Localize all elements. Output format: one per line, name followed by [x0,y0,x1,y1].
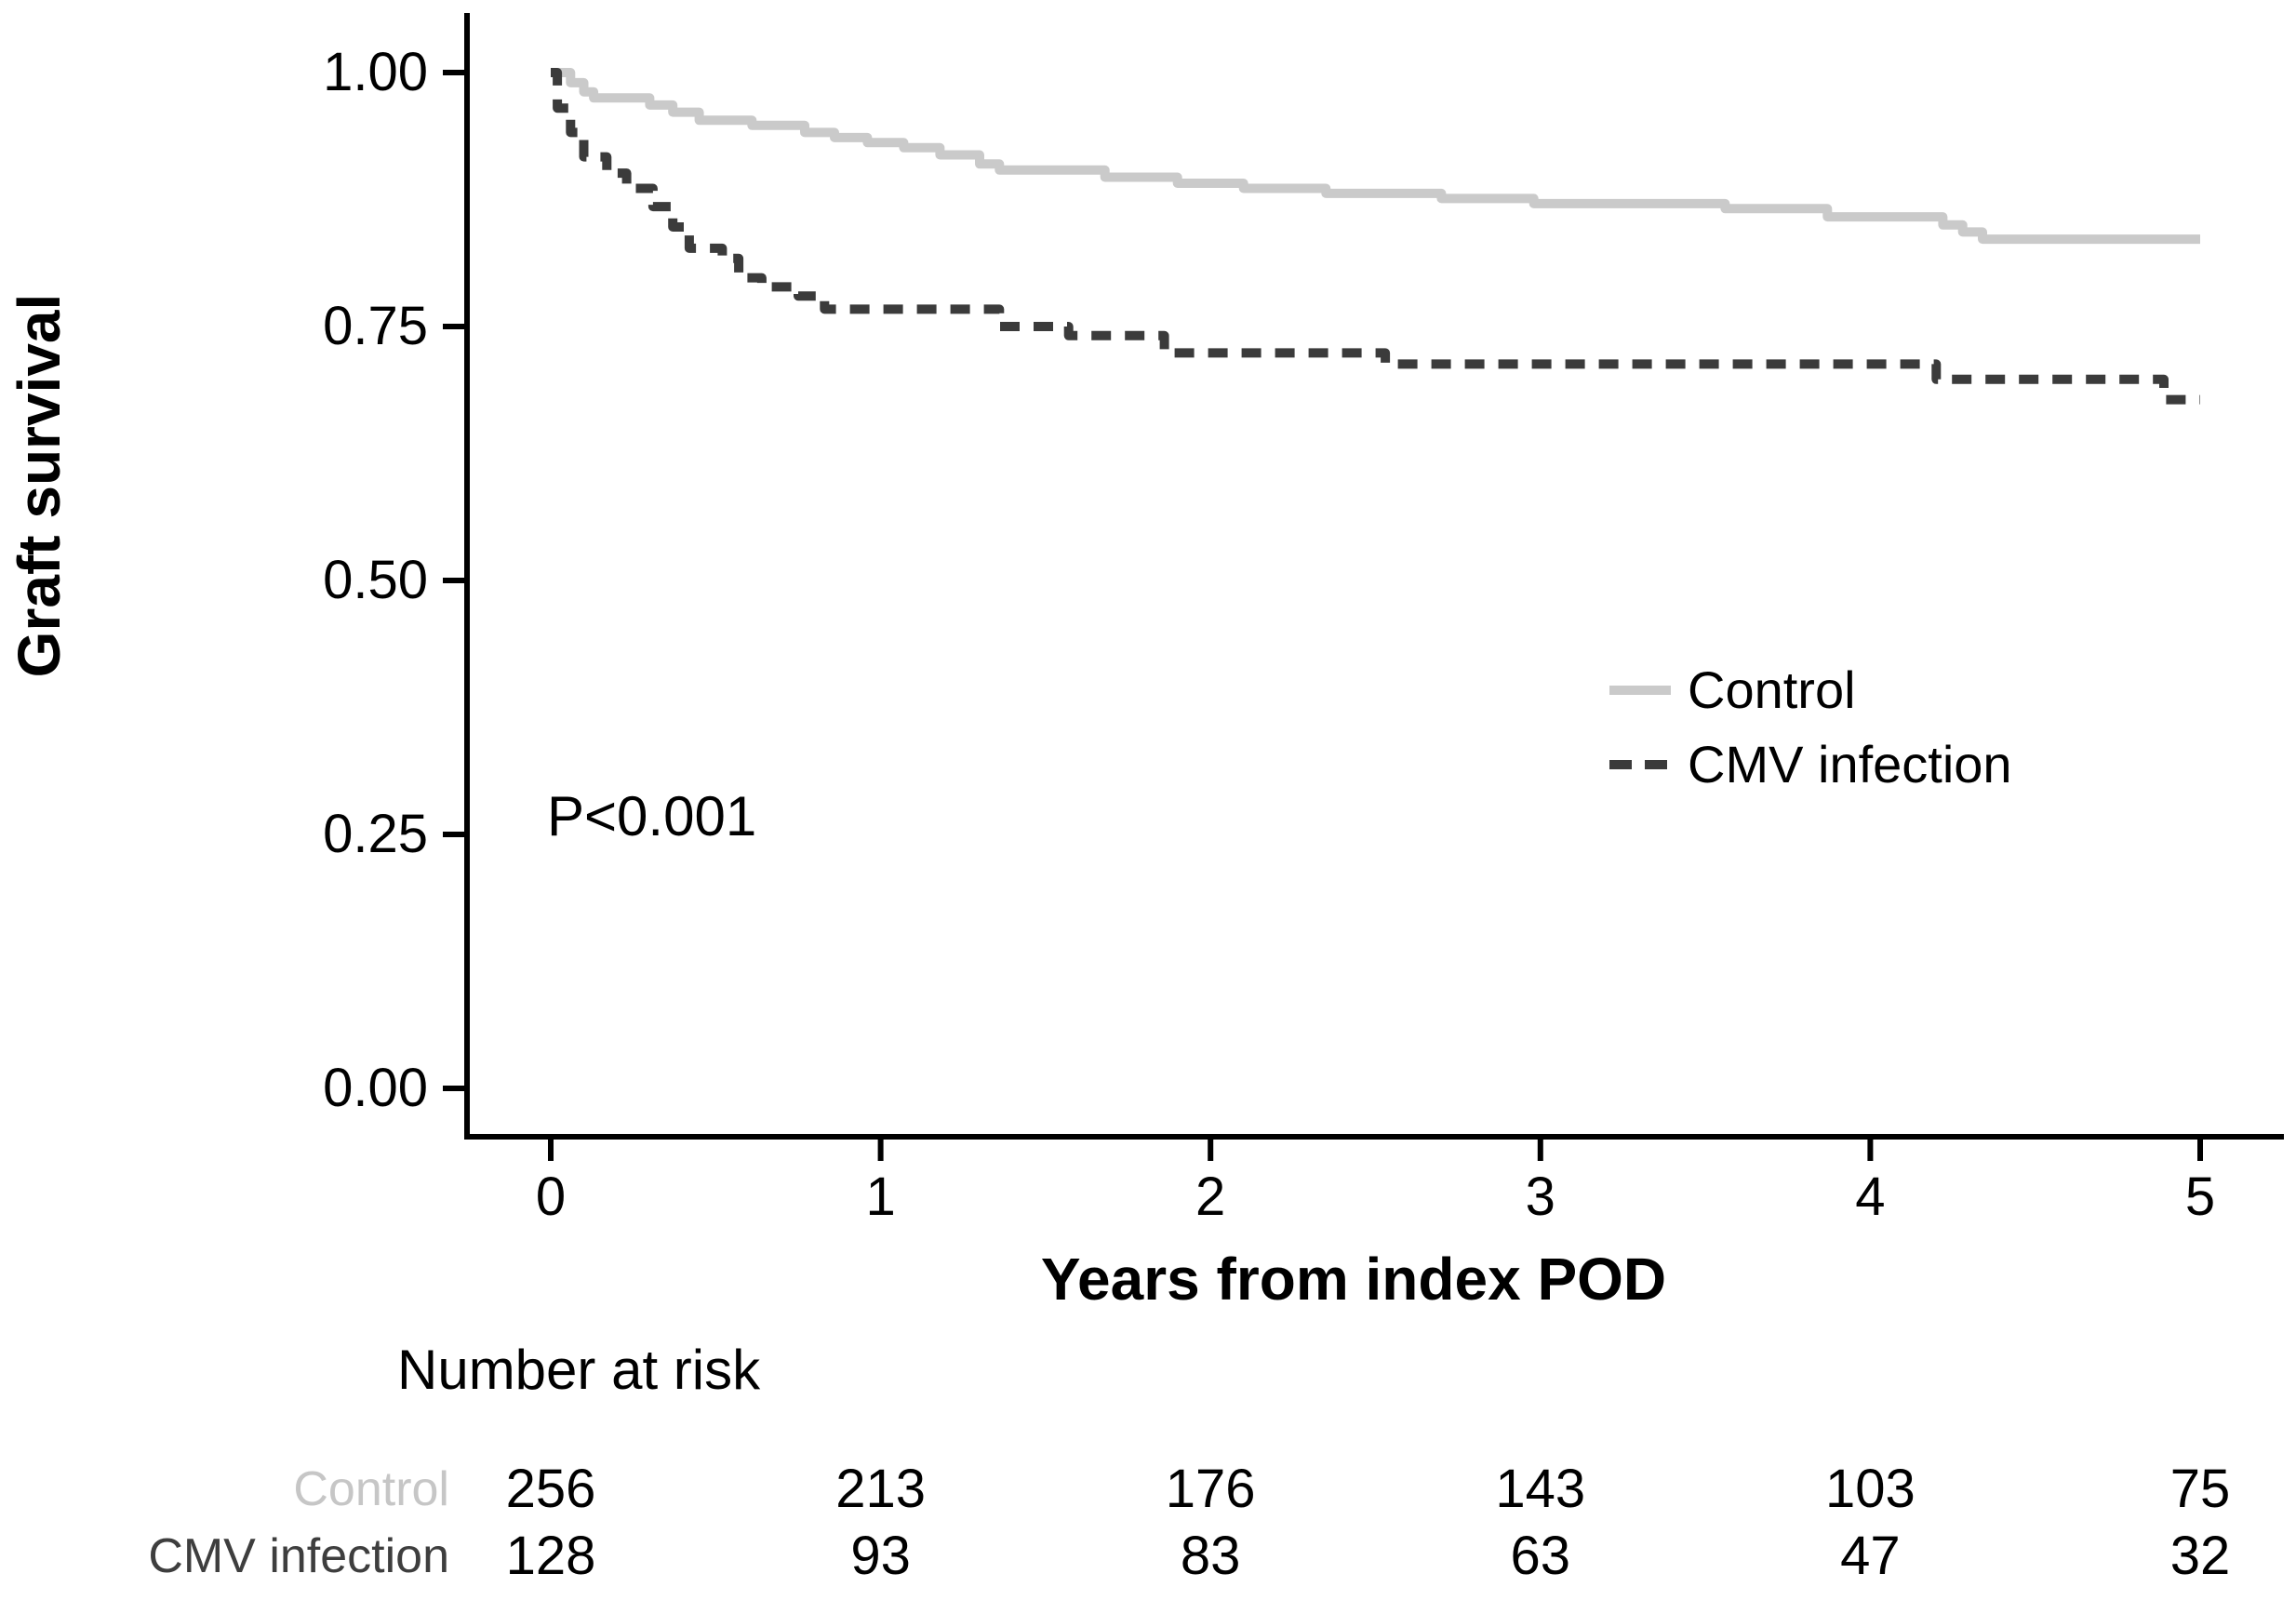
legend-label-cmv-infection: CMV infection [1688,735,2012,793]
y-tick-label: 0.00 [323,1058,428,1118]
x-tick-label: 4 [1855,1167,1886,1227]
risk-row-label-cmv-infection: CMV infection [148,1529,449,1583]
y-tick-label: 0.75 [323,296,428,356]
risk-table-title: Number at risk [397,1339,761,1401]
x-tick-label: 5 [2184,1167,2216,1227]
x-tick-label: 1 [865,1167,896,1227]
risk-count: 213 [835,1459,926,1519]
risk-count: 103 [1825,1459,1916,1519]
risk-count: 83 [1180,1526,1241,1586]
y-tick-label: 0.25 [323,804,428,864]
risk-count: 47 [1840,1526,1901,1586]
legend-line-swatches [1609,686,1671,769]
risk-count: 143 [1495,1459,1586,1519]
risk-count: 256 [505,1459,596,1519]
legend-label-control: Control [1688,660,1856,719]
x-tick-label: 2 [1195,1167,1226,1227]
risk-count: 128 [505,1526,596,1586]
curve-control [551,68,2200,245]
y-tick-label: 0.50 [323,550,428,610]
survival-curves [551,68,2200,405]
risk-row-label-control: Control [293,1462,449,1516]
risk-count: 32 [2169,1526,2231,1586]
risk-count: 63 [1510,1526,1571,1586]
curve-cmv-infection [551,68,2200,405]
risk-count: 75 [2169,1459,2231,1519]
p-value-annotation: P<0.001 [547,785,757,847]
x-axis-title: Years from index POD [1040,1246,1667,1313]
x-tick-label: 3 [1525,1167,1555,1227]
risk-count: 176 [1165,1459,1256,1519]
x-tick-label: 0 [535,1167,567,1227]
y-tick-label: 1.00 [323,42,428,102]
x-axis-tick-marks [548,1137,2203,1161]
y-axis-title: Graft survival [6,293,73,678]
y-axis-tick-marks [443,70,467,1091]
risk-count: 93 [850,1526,911,1586]
